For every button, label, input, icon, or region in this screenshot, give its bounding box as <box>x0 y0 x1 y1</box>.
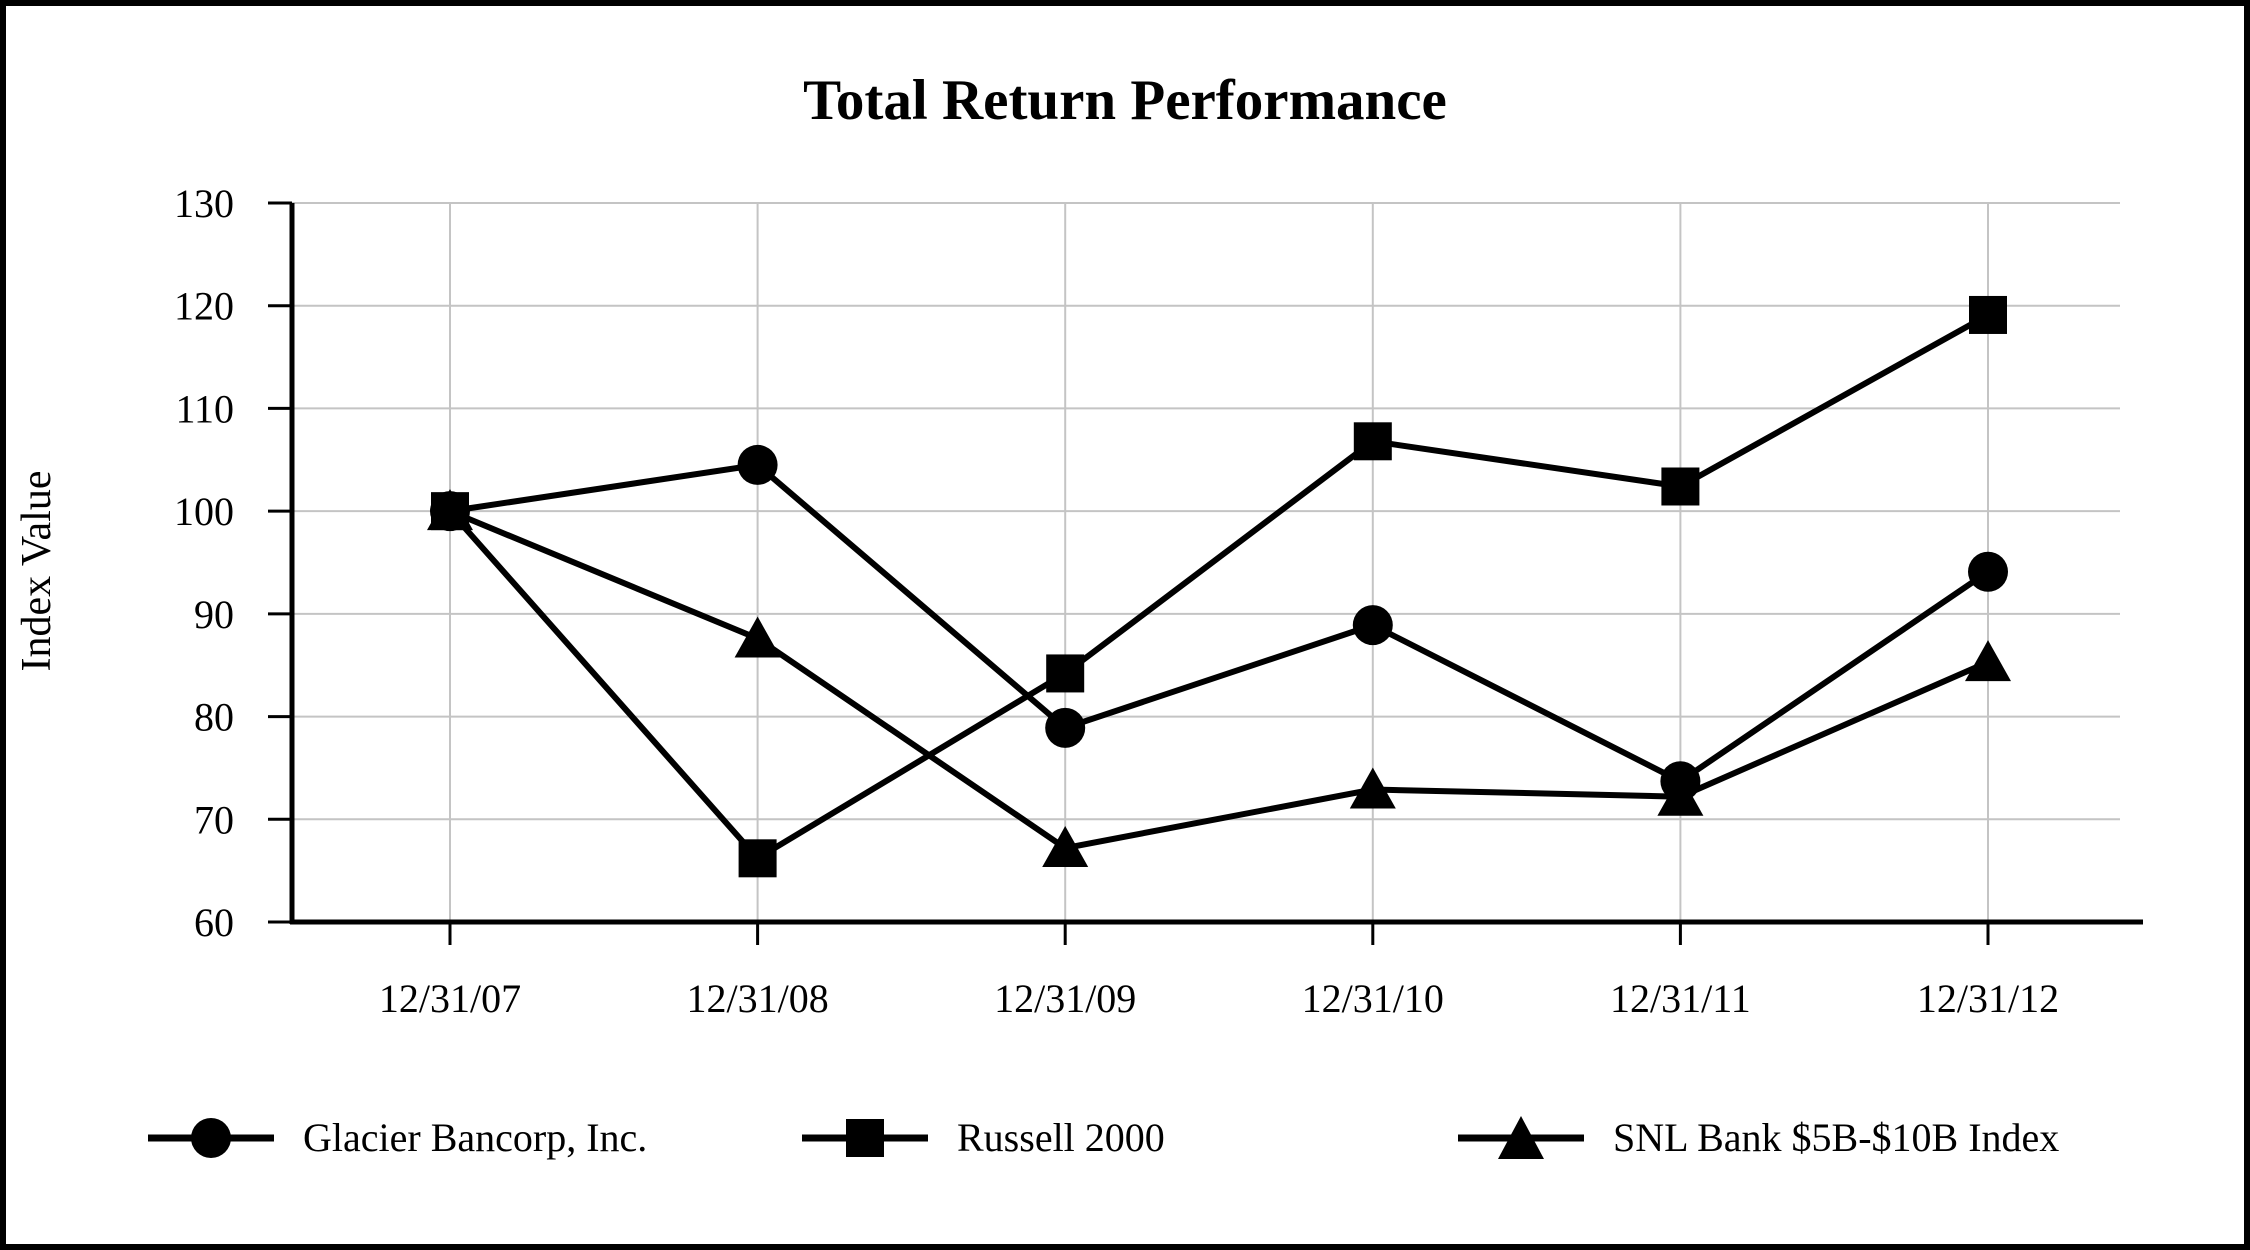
data-point-circle <box>1660 761 1701 802</box>
data-point-circle <box>1352 605 1393 646</box>
line-chart-plot: 60 70 80 90 100 110 120 130 12/31/07 12/31/08 12/3… <box>174 181 2143 1021</box>
triangle-marker-icon <box>1458 1116 1584 1159</box>
circle-marker-icon <box>148 1118 274 1158</box>
legend-item-russell-2000: Russell 2000 <box>802 1111 1165 1165</box>
y-tick-label: 90 <box>194 592 234 637</box>
data-point-triangle <box>1349 767 1396 809</box>
y-tick-label: 60 <box>194 900 234 945</box>
x-tick-label: 12/31/10 <box>1302 976 1444 1021</box>
x-tick-label: 12/31/11 <box>1610 976 1751 1021</box>
data-point-square <box>1661 467 1700 506</box>
square-marker-icon <box>802 1119 928 1157</box>
y-tick-label: 70 <box>194 797 234 842</box>
x-tick-label: 12/31/09 <box>994 976 1136 1021</box>
data-point-square <box>738 839 777 878</box>
data-point-square <box>1046 654 1085 693</box>
data-point-circle <box>1045 707 1086 748</box>
y-tick-label: 80 <box>194 695 234 740</box>
data-point-square <box>431 492 469 531</box>
data-point-square <box>1353 422 1392 461</box>
data-point-square <box>1969 295 2007 334</box>
chart-title: Total Return Performance <box>803 69 1447 132</box>
legend-label: SNL Bank $5B-$10B Index <box>1613 1115 2060 1160</box>
legend-label: Glacier Bancorp, Inc. <box>303 1115 648 1160</box>
legend-label: Russell 2000 <box>957 1115 1165 1160</box>
legend-item-snl-bank-index: SNL Bank $5B-$10B Index <box>1458 1111 2059 1165</box>
y-tick-label: 110 <box>175 386 234 431</box>
series-line-triangle <box>448 508 1990 852</box>
y-tick-label: 100 <box>174 489 234 534</box>
data-point-triangle <box>1965 640 2011 682</box>
legend-item-glacier-bancorp: Glacier Bancorp, Inc. <box>148 1111 647 1165</box>
data-point-circle <box>1968 551 2008 592</box>
y-tick-label: 120 <box>174 284 234 329</box>
series-line-square <box>447 312 1990 863</box>
data-point-circle <box>737 444 778 485</box>
x-tick-label: 12/31/07 <box>379 976 521 1021</box>
x-tick-label: 12/31/12 <box>1917 976 2059 1021</box>
data-point-triangle <box>1042 826 1089 868</box>
y-tick-label: 130 <box>174 181 234 226</box>
x-tick-label: 12/31/08 <box>686 976 828 1021</box>
data-point-triangle <box>734 616 781 658</box>
series-line-circle <box>449 461 1990 785</box>
